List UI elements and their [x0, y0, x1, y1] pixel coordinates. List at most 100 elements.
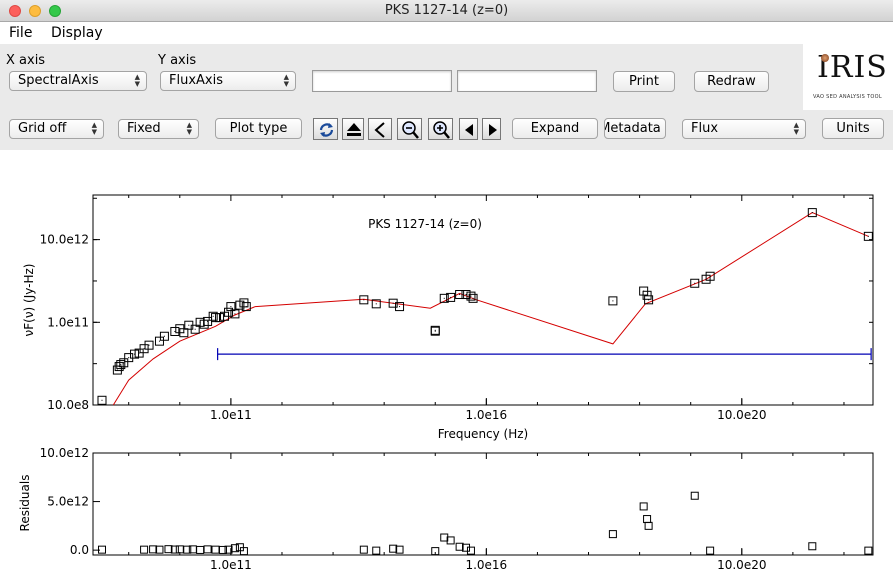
y-axis-title: νF(ν) (Jy-Hz) [22, 264, 36, 337]
scale-select-value: Fixed [127, 121, 161, 136]
plot-frame [92, 194, 874, 406]
data-point-center [612, 300, 614, 302]
print-button[interactable]: Print [613, 71, 675, 92]
res-x-tick-label: 1.0e16 [465, 558, 507, 572]
x-tick-label: 10.0e20 [717, 408, 766, 422]
data-point [154, 336, 164, 346]
residual-point [455, 542, 464, 551]
model-line [112, 212, 869, 406]
data-point [215, 313, 225, 323]
res-y-tick-label: 0.0 [70, 543, 89, 557]
logo-planet-icon [821, 54, 829, 62]
residual-point [183, 545, 192, 554]
select-arrows-icon: ▲ ▼ [91, 121, 97, 136]
data-point-center [245, 306, 247, 308]
zoom-in-button[interactable] [428, 118, 453, 140]
data-point-center [646, 294, 648, 296]
data-point-center [459, 294, 461, 296]
data-point-center [123, 362, 125, 364]
data-point-center [392, 302, 394, 304]
data-point-center [239, 304, 241, 306]
data-point-center [179, 328, 181, 330]
units-button[interactable]: Units [822, 118, 884, 139]
iris-logo-subtitle: VAO SED ANALYSIS TOOL [813, 94, 882, 100]
data-point-center [643, 290, 645, 292]
pan-up-button[interactable] [342, 118, 364, 140]
data-point-center [143, 348, 145, 350]
pan-left-button[interactable] [368, 118, 392, 140]
metadata-button[interactable]: Metadata [604, 118, 666, 139]
residual-point [706, 546, 715, 555]
expand-button[interactable]: Expand [512, 118, 598, 139]
data-point [639, 286, 649, 296]
x-axis-select[interactable]: SpectralAxis ▲ ▼ [9, 71, 147, 91]
data-point [139, 344, 149, 354]
x-axis-label: X axis [6, 53, 46, 68]
window-close-button[interactable] [9, 5, 21, 17]
data-point-center [203, 323, 205, 325]
data-point [241, 302, 251, 312]
flux-select[interactable]: Flux ▲ ▼ [682, 119, 806, 139]
previous-button[interactable] [459, 118, 478, 140]
residual-point [389, 544, 398, 553]
next-button[interactable] [482, 118, 501, 140]
residual-point [170, 545, 179, 554]
residuals-y-axis-title: Residuals [18, 475, 32, 532]
redraw-button[interactable]: Redraw [694, 71, 769, 92]
y-axis-select[interactable]: FluxAxis ▲ ▼ [160, 71, 296, 91]
window-minimize-button[interactable] [29, 5, 41, 17]
y-axis-select-value: FluxAxis [169, 73, 223, 88]
y-tick-label: 10.0e12 [40, 233, 89, 247]
data-point [705, 271, 715, 281]
window-zoom-button[interactable] [49, 5, 61, 17]
data-point [116, 360, 126, 370]
x-range-field[interactable] [312, 70, 452, 92]
data-point [124, 353, 134, 363]
data-point [468, 293, 478, 303]
residual-point [808, 542, 817, 551]
plot-frame [92, 452, 874, 556]
data-point-center [219, 317, 221, 319]
data-point-center [450, 296, 452, 298]
data-point-center [194, 328, 196, 330]
residual-point [175, 545, 184, 554]
data-point [208, 311, 218, 321]
data-point [644, 295, 654, 305]
data-point-center [705, 278, 707, 280]
refresh-icon [319, 123, 334, 137]
residual-point [155, 545, 164, 554]
res-x-tick-label: 1.0e11 [210, 558, 252, 572]
data-point-center [363, 299, 365, 301]
scale-select[interactable]: Fixed ▲ ▼ [118, 119, 199, 139]
data-point-center [867, 235, 869, 237]
residual-point [196, 545, 205, 554]
residual-point [440, 533, 449, 542]
grid-select[interactable]: Grid off ▲ ▼ [9, 119, 104, 139]
data-point [179, 328, 189, 338]
data-point-center [128, 357, 130, 359]
menu-file[interactable]: File [9, 25, 33, 41]
data-point-center [212, 315, 214, 317]
data-point [446, 292, 456, 302]
y-range-field[interactable] [457, 70, 597, 92]
window-title: PKS 1127-14 (z=0) [384, 3, 509, 18]
residual-point [230, 544, 239, 553]
refresh-button[interactable] [313, 118, 338, 140]
data-point [134, 348, 144, 358]
data-point-center [694, 282, 696, 284]
residual-point [211, 545, 220, 554]
y-tick-label: 1.0e11 [47, 315, 89, 329]
data-point [395, 302, 405, 312]
residual-point [149, 545, 158, 554]
window-titlebar[interactable]: PKS 1127-14 (z=0) [0, 0, 893, 22]
data-point-center [375, 303, 377, 305]
data-point-center [118, 366, 120, 368]
zoom-out-button[interactable] [397, 118, 422, 140]
data-point-center [116, 369, 118, 371]
data-point [203, 316, 213, 326]
data-point [199, 319, 209, 329]
plot-type-button[interactable]: Plot type [215, 118, 302, 139]
residual-point [608, 530, 617, 539]
menu-display[interactable]: Display [51, 25, 103, 41]
data-point-center [138, 352, 140, 354]
